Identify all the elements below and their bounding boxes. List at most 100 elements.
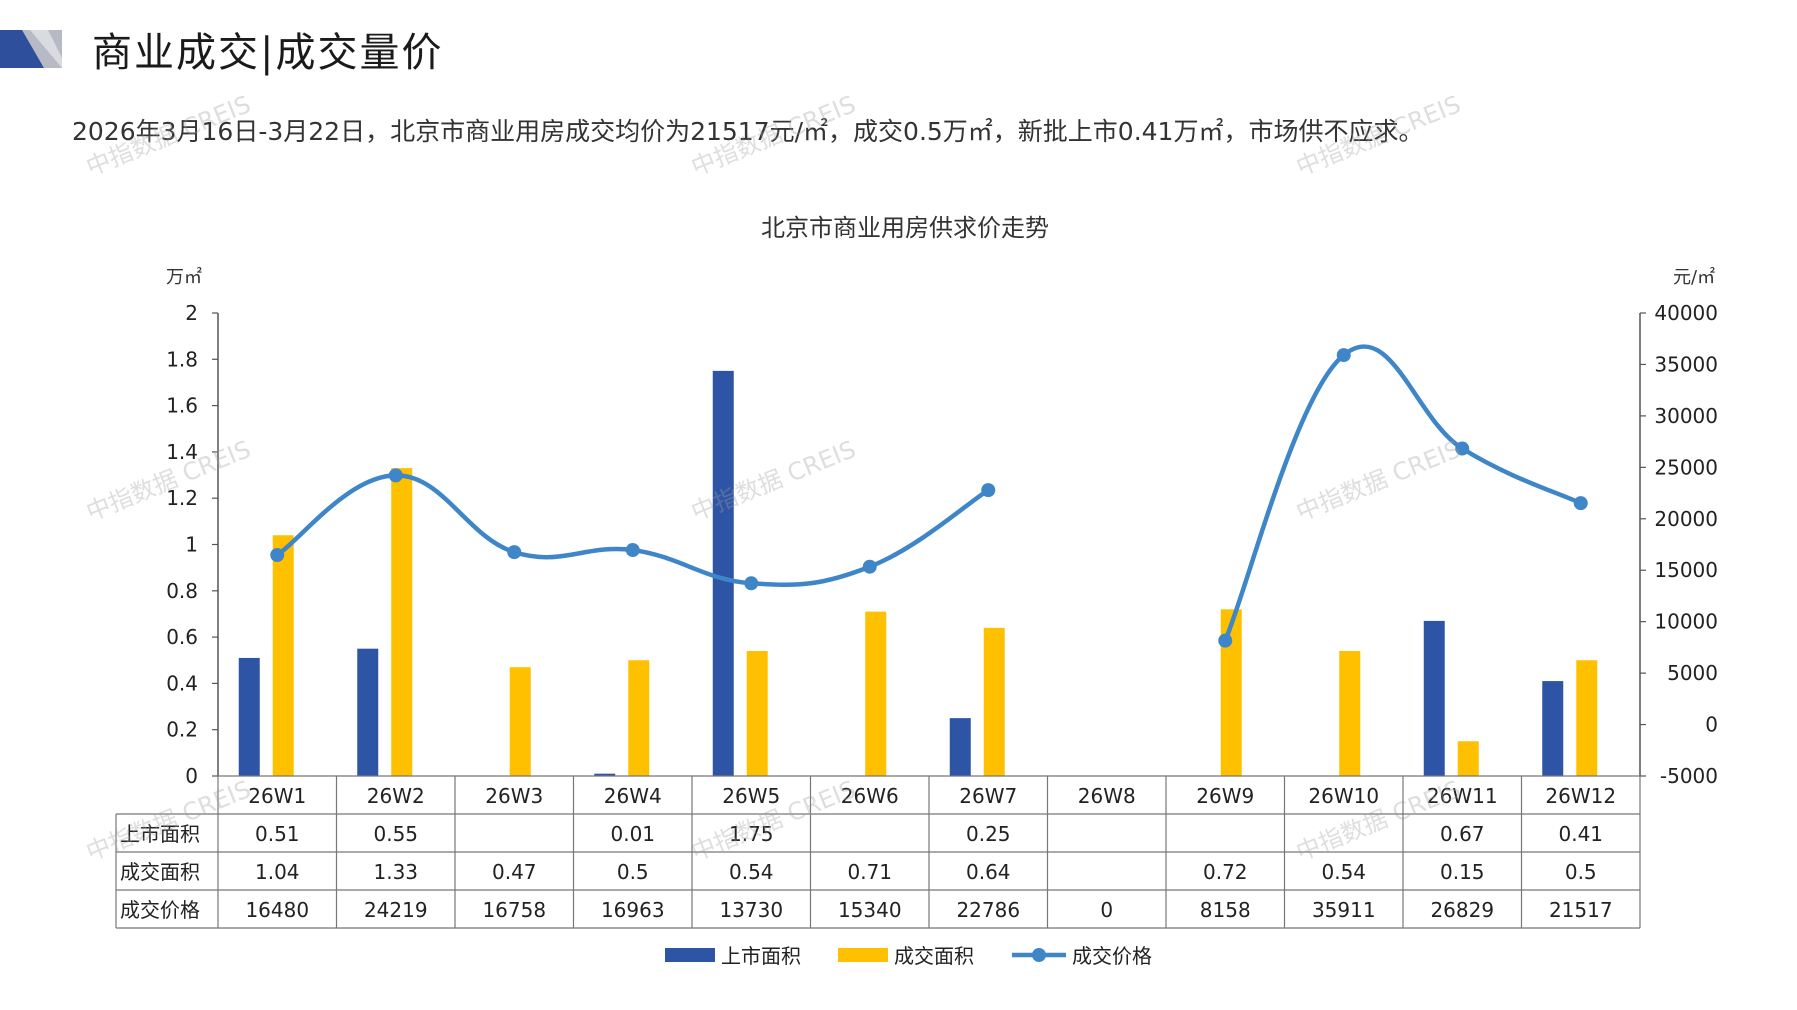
bar-listing-area [712,370,734,776]
y-right-tick-label: 20000 [1654,507,1718,531]
x-category-label: 26W7 [959,784,1017,808]
price-point [1218,633,1233,648]
table-value: 0.25 [966,822,1011,846]
table-value: 0.67 [1440,822,1485,846]
bar-listing-area [1423,620,1445,776]
price-point [507,545,522,560]
y-right-tick-label: 25000 [1654,455,1718,479]
table-value: 1.33 [373,860,418,884]
y-left-tick-label: 0.2 [166,718,198,742]
price-point [625,543,640,558]
bar-deal-area [1220,609,1242,776]
bar-deal-area [865,611,887,776]
table-value: 16758 [482,898,546,922]
table-value: 1.04 [255,860,300,884]
table-value: 16963 [601,898,665,922]
page-title: 商业成交|成交量价 [92,30,444,76]
table-value: 24219 [364,898,428,922]
x-category-label: 26W12 [1545,784,1616,808]
legend-label: 上市面积 [721,944,801,968]
bar-listing-area [238,657,260,776]
price-point [744,576,759,591]
legend-label: 成交价格 [1072,944,1152,968]
bar-deal-area [628,660,650,776]
table-value: 35911 [1312,898,1376,922]
header-decoration [0,30,62,68]
x-category-label: 26W3 [485,784,543,808]
table-value: 8158 [1200,898,1251,922]
table-value: 16480 [245,898,309,922]
x-category-label: 26W4 [604,784,662,808]
y-right-tick-label: -5000 [1660,764,1718,788]
bar-listing-area [949,718,971,776]
x-category-label: 26W1 [248,784,306,808]
price-point [862,559,877,574]
y-right-tick-label: 10000 [1654,610,1718,634]
table-value: 0.5 [1565,860,1597,884]
table-value: 1.75 [729,822,774,846]
table-value: 0.54 [1321,860,1366,884]
x-category-label: 26W9 [1196,784,1254,808]
price-point [388,468,403,483]
y-right-tick-label: 35000 [1654,352,1718,376]
legend-swatch-listing [665,948,715,962]
table-series-name: 上市面积 [120,822,200,846]
table-value: 0.51 [255,822,300,846]
bar-listing-area [1542,681,1564,776]
legend-swatch-deal-area [838,948,888,962]
x-category-label: 26W6 [841,784,899,808]
bar-listing-area [357,648,379,776]
price-point [1336,348,1351,363]
table-value: 26829 [1430,898,1494,922]
table-value: 0.47 [492,860,537,884]
table-value: 15340 [838,898,902,922]
y-right-tick-label: 0 [1705,713,1718,737]
y-left-tick-label: 1 [185,533,198,557]
x-category-label: 26W11 [1427,784,1498,808]
y-left-tick-label: 1.8 [166,347,198,371]
y-left-unit: 万㎡ [166,266,202,288]
x-category-label: 26W10 [1308,784,1379,808]
table-value: 0.41 [1558,822,1603,846]
y-left-tick-label: 0.4 [166,671,198,695]
table-value: 0.55 [373,822,418,846]
table-value: 0.72 [1203,860,1248,884]
y-right-tick-label: 5000 [1667,661,1718,685]
table-value: 0.15 [1440,860,1485,884]
table-value: 21517 [1549,898,1613,922]
y-left-tick-label: 1.4 [166,440,198,464]
y-left-tick-label: 0 [185,764,198,788]
y-left-tick-label: 2 [185,301,198,325]
bar-deal-area [1457,741,1479,776]
bar-deal-area [1576,660,1598,776]
legend-swatch-price-marker [1032,948,1046,962]
price-point [981,483,996,498]
bar-deal-area [391,468,413,776]
table-value: 0 [1100,898,1113,922]
y-left-tick-label: 0.8 [166,579,198,603]
price-line [1223,344,1582,642]
y-left-tick-label: 1.6 [166,394,198,418]
price-point [270,547,285,562]
table-series-name: 成交价格 [120,898,200,922]
y-right-unit: 元/㎡ [1673,266,1715,288]
y-right-tick-label: 15000 [1654,558,1718,582]
bar-deal-area [983,627,1005,776]
bar-deal-area [1339,650,1361,776]
table-value: 0.01 [610,822,655,846]
table-value: 13730 [719,898,783,922]
table-value: 0.5 [617,860,649,884]
price-point [1573,496,1588,511]
summary-text: 2026年3月16日-3月22日，北京市商业用房成交均价为21517元/㎡，成交… [72,117,1424,146]
x-category-label: 26W2 [367,784,425,808]
bar-listing-area [594,773,616,776]
y-right-tick-label: 40000 [1654,301,1718,325]
x-category-label: 26W8 [1078,784,1136,808]
legend-label: 成交面积 [894,944,974,968]
table-value: 0.64 [966,860,1011,884]
y-left-tick-label: 0.6 [166,625,198,649]
bar-deal-area [509,667,531,776]
table-value: 0.71 [847,860,892,884]
price-point [1455,441,1470,456]
